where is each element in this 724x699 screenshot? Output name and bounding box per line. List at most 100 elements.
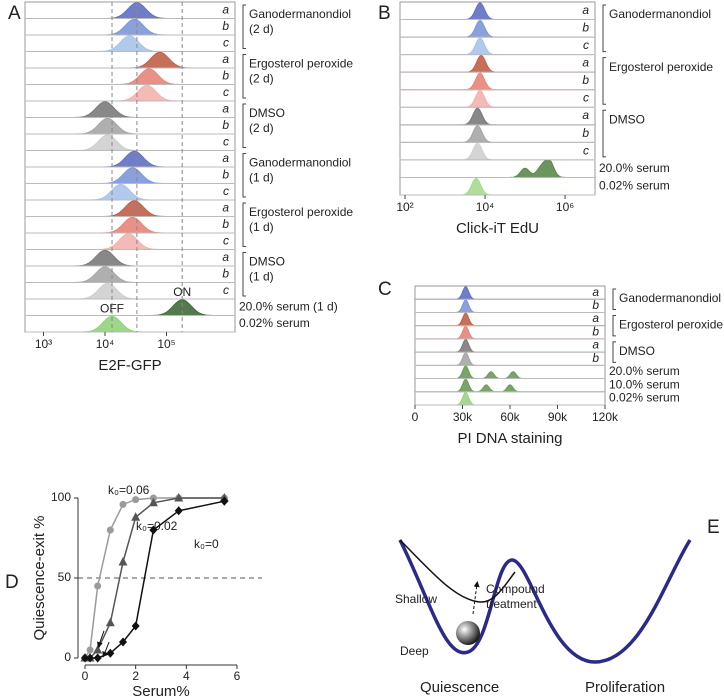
y-tick-label: 0 (64, 650, 71, 664)
histogram (414, 312, 606, 327)
histogram (25, 51, 235, 69)
histogram (25, 2, 235, 19)
row-label: c (223, 85, 229, 99)
histogram (414, 365, 606, 380)
histogram (25, 216, 235, 234)
proliferation-label: Proliferation (585, 679, 665, 696)
marker (131, 621, 140, 631)
y-tick-label: 50 (58, 570, 72, 584)
group-label: Ergosterol peroxide (249, 205, 353, 219)
row-label: a (592, 285, 599, 299)
row-label: a (582, 56, 589, 70)
group-label: DMSO (249, 106, 285, 120)
series-label: k₀=0.06 (108, 483, 150, 497)
row-label: c (583, 143, 589, 157)
x-tick-label: 10² (396, 200, 413, 214)
marker (106, 526, 114, 534)
histogram (25, 299, 235, 316)
histogram (25, 134, 235, 151)
marker (81, 653, 89, 663)
control-label: 20.0% serum (599, 161, 670, 175)
histogram (25, 68, 235, 85)
row-label: b (222, 118, 229, 132)
histogram (25, 249, 235, 267)
row-label: a (222, 101, 229, 115)
histogram (414, 299, 606, 313)
x-tick-label: 4 (183, 669, 190, 683)
row-label: b (582, 20, 589, 34)
histogram (25, 117, 235, 135)
control-label: 20.0% serum (609, 364, 680, 378)
histogram (25, 18, 235, 36)
row-label: a (222, 2, 229, 16)
row-label: c (223, 35, 229, 49)
group-bracket (242, 252, 246, 297)
x-tick-label: 0 (82, 669, 89, 683)
group-bracket (242, 4, 246, 49)
row-label: b (592, 298, 599, 312)
group-bracket (242, 103, 246, 148)
histogram (25, 200, 235, 217)
y-axis-title: Quiescence-exit % (31, 515, 48, 640)
histogram (399, 54, 596, 73)
histogram (399, 125, 596, 143)
x-tick-label: 10⁵ (157, 337, 175, 351)
y-tick-label: 100 (51, 490, 71, 504)
group-label: Ganodermanondiol (249, 7, 351, 21)
histogram (25, 282, 235, 300)
histogram (25, 35, 235, 52)
row-label: c (223, 283, 229, 297)
row-label: a (592, 311, 599, 325)
treatment-arrow (472, 581, 480, 615)
group-bracket (612, 341, 616, 363)
row-label: a (592, 338, 599, 352)
x-tick-label: 2 (132, 669, 139, 683)
group-bracket (242, 153, 246, 198)
panel-letter: C (378, 279, 392, 300)
treatment-label: treatment (486, 597, 537, 611)
group-label: Ergosterol peroxide (619, 318, 723, 332)
histogram (25, 84, 235, 102)
x-tick-label: 90k (548, 410, 568, 424)
histogram (399, 107, 596, 126)
shallow-label: Shallow (395, 592, 437, 606)
histogram (25, 101, 235, 118)
row-label: c (583, 38, 589, 52)
group-bracket (602, 109, 606, 158)
row-label: b (592, 351, 599, 365)
control-label: 10.0% serum (609, 377, 680, 391)
group-label: (2 d) (249, 72, 274, 86)
group-label: (1 d) (249, 171, 274, 185)
treatment-label: Compound (486, 582, 545, 596)
x-tick-label: 10⁶ (556, 200, 574, 214)
row-label: c (223, 184, 229, 198)
shallow-landscape (399, 539, 516, 603)
histogram (25, 233, 235, 250)
x-axis-title: PI DNA staining (457, 430, 562, 447)
marker (174, 493, 184, 502)
row-label: b (222, 266, 229, 280)
energy-landscape: E Shallow Deep Compound treatment Quiesc… (395, 517, 720, 696)
x-tick-label: 30k (453, 410, 473, 424)
group-label: Ganodermanondiol (619, 291, 721, 305)
quiescence-label: Quiescence (420, 679, 499, 696)
x-tick-label: 120k (592, 410, 619, 424)
group-label: (2 d) (249, 121, 274, 135)
group-label: DMSO (619, 344, 655, 358)
control-label: 20.0% serum (1 d) (239, 299, 338, 313)
row-label: a (222, 151, 229, 165)
group-bracket (242, 202, 246, 247)
marker (105, 617, 115, 627)
panel-letter: D (5, 572, 19, 593)
deep-landscape (398, 539, 692, 664)
row-label: b (222, 167, 229, 181)
x-tick-label: 0 (412, 410, 419, 424)
histogram (25, 150, 235, 168)
panel-letter: A (8, 3, 21, 24)
series-label: k₀=0 (194, 537, 219, 551)
row-label: b (222, 19, 229, 33)
panel-letter: B (378, 3, 391, 24)
marker (118, 557, 128, 566)
histogram (399, 160, 596, 178)
row-label: a (582, 3, 589, 17)
